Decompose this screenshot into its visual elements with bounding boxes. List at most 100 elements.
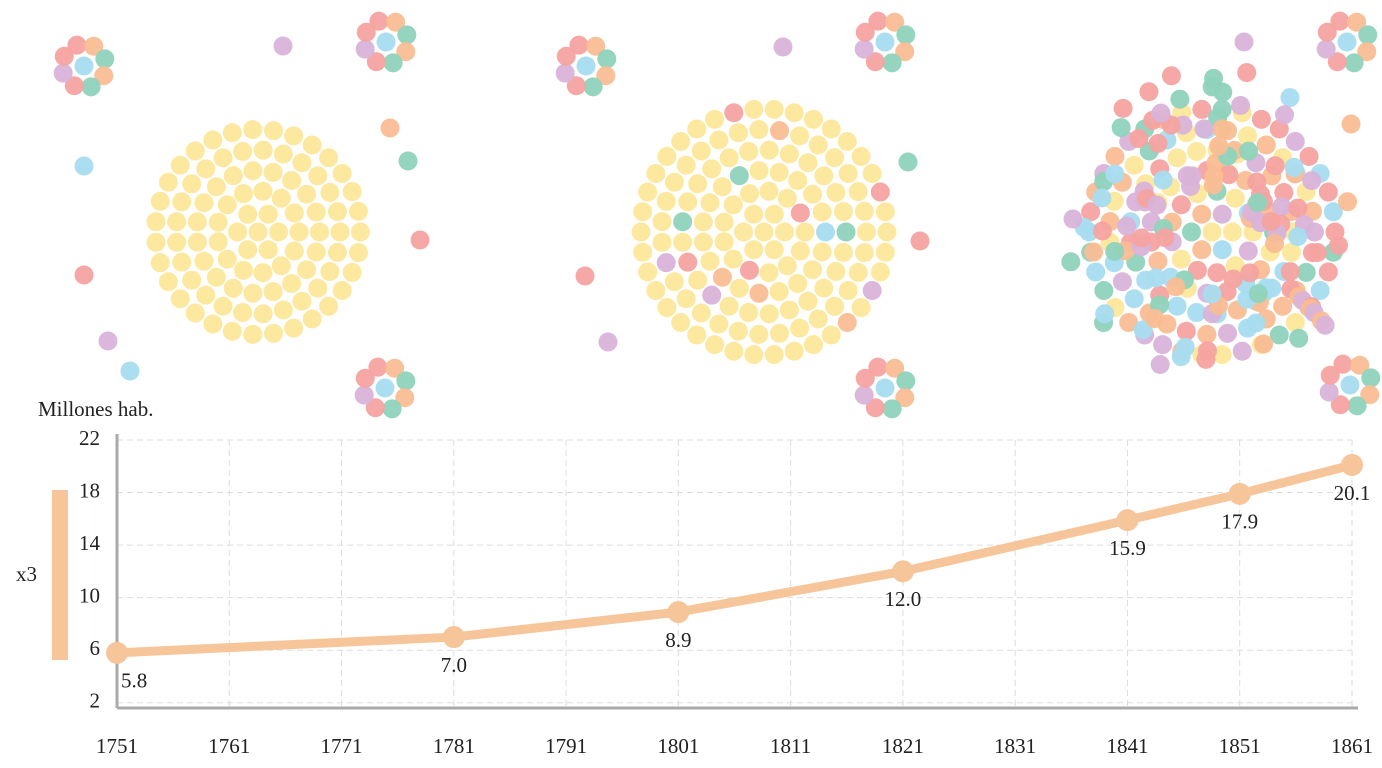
dot: [1251, 109, 1271, 129]
dot: [1084, 242, 1104, 262]
dot: [1223, 222, 1242, 242]
dot: [1171, 195, 1191, 215]
dot: [749, 283, 769, 303]
dot: [870, 182, 890, 202]
dot: [719, 148, 739, 168]
dot: [803, 109, 823, 129]
dot: [868, 11, 888, 31]
data-label: 12.0: [885, 587, 922, 611]
dot: [798, 291, 818, 311]
dot: [803, 335, 823, 355]
dot: [1307, 243, 1327, 263]
dot: [1333, 354, 1353, 374]
dot: [146, 232, 166, 252]
dot: [1148, 133, 1168, 153]
dot: [1124, 155, 1144, 175]
dot: [263, 282, 283, 302]
dot: [1323, 202, 1343, 222]
dot: [1285, 312, 1305, 332]
dot: [676, 155, 696, 175]
dot: [764, 204, 784, 224]
dot: [678, 192, 698, 212]
dot: [284, 126, 304, 146]
dot: [700, 251, 720, 271]
dot: [1197, 324, 1217, 344]
dot: [754, 222, 774, 242]
dot: [739, 141, 759, 161]
dot: [1223, 269, 1243, 289]
dot: [348, 201, 368, 221]
dot: [263, 162, 283, 182]
dot: [1246, 313, 1266, 333]
dot: [332, 281, 352, 301]
dot: [790, 203, 810, 223]
dot: [705, 109, 725, 129]
data-point: [1228, 482, 1251, 505]
dot: [1234, 32, 1254, 52]
dot: [1284, 157, 1304, 177]
dot: [1358, 25, 1378, 45]
y-axis-label: Millones hab.: [38, 397, 154, 421]
dot: [1095, 304, 1115, 324]
dot: [1350, 355, 1370, 375]
dot: [779, 144, 799, 164]
dot: [1192, 99, 1212, 119]
dot: [319, 296, 339, 316]
dot: [233, 141, 253, 161]
dot: [369, 11, 389, 31]
x-tick-label: 1781: [433, 734, 475, 758]
dot: [671, 132, 691, 152]
dot: [332, 163, 352, 183]
dot: [770, 323, 790, 343]
dot: [1202, 284, 1222, 304]
dot: [729, 166, 749, 186]
dot: [814, 278, 834, 298]
dot: [664, 272, 684, 292]
dot: [712, 177, 732, 197]
dot: [1237, 63, 1257, 83]
dot: [1225, 188, 1245, 208]
dot: [673, 212, 693, 232]
x-tick-label: 1791: [545, 734, 587, 758]
dot: [1288, 227, 1308, 247]
dot: [862, 281, 882, 301]
dot: [1299, 146, 1319, 166]
dot: [253, 263, 273, 283]
data-label: 8.9: [665, 628, 691, 652]
dot: [837, 312, 857, 332]
dot: [749, 120, 769, 140]
dot: [365, 398, 385, 418]
dot: [712, 267, 732, 287]
dot: [282, 171, 302, 191]
dot: [816, 222, 835, 242]
dot: [739, 303, 759, 323]
dot: [187, 212, 207, 232]
dot: [1361, 368, 1381, 388]
dot: [1112, 272, 1132, 292]
dot: [1111, 118, 1131, 138]
dot: [764, 345, 784, 365]
dot: [1167, 296, 1187, 316]
dot: [875, 202, 895, 222]
x-tick-label: 1751: [96, 734, 138, 758]
dot: [271, 188, 291, 208]
dot: [702, 285, 722, 305]
dot: [691, 303, 711, 323]
dot: [833, 242, 853, 262]
plot: 2 6 10 14 18 22 1751 1761 1771 1781 1791 1801 1811 18…: [79, 426, 1373, 758]
dot: [1131, 228, 1151, 248]
dot: [896, 371, 916, 391]
dot: [206, 177, 226, 197]
dot: [687, 119, 707, 139]
dot: [1341, 114, 1361, 134]
dot: [1150, 355, 1170, 375]
dot: [1167, 148, 1187, 168]
dot: [803, 184, 823, 204]
dot: [1256, 135, 1276, 155]
dot: [1280, 262, 1300, 282]
dot: [777, 256, 797, 276]
dot: [1318, 262, 1338, 282]
dot: [1254, 334, 1274, 354]
dot: [170, 155, 190, 175]
y-tick-label: 22: [79, 426, 100, 450]
